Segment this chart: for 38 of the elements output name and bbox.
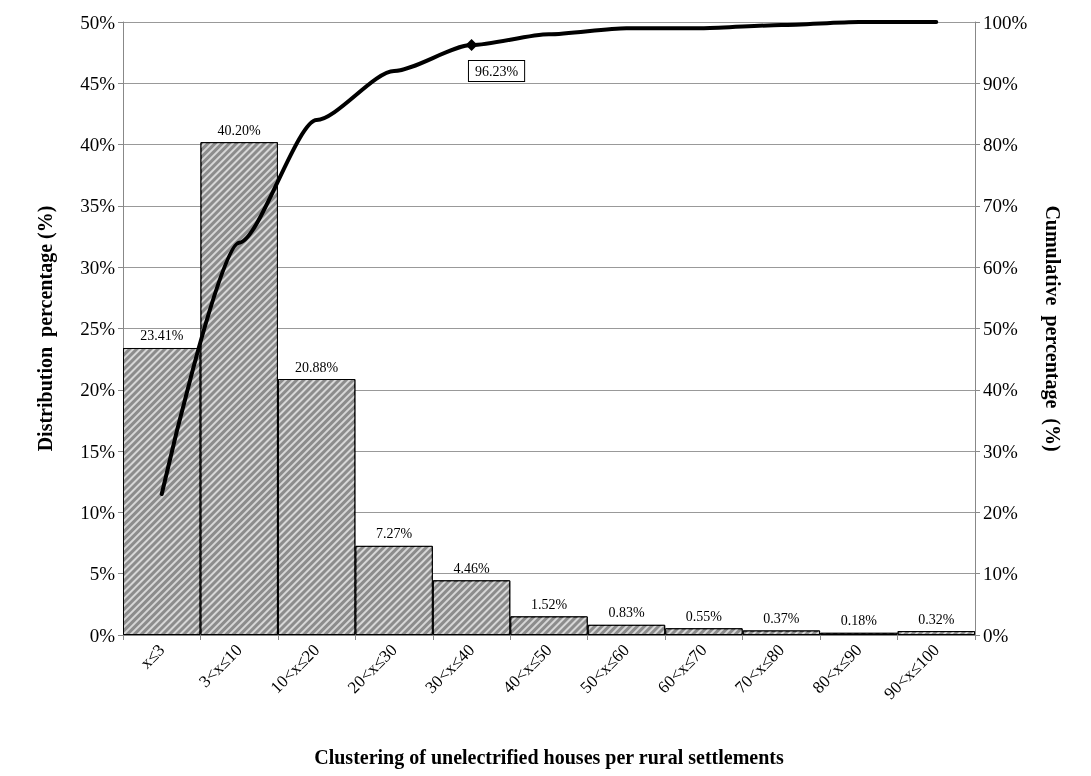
y2-tick-label: 60% — [983, 256, 1018, 278]
y-tick-label: 15% — [80, 440, 116, 462]
data-label: 96.23% — [474, 63, 519, 79]
y2-tick-label: 80% — [983, 134, 1018, 156]
y-tick-label: 5% — [89, 563, 116, 585]
y-tick-label: 35% — [80, 195, 116, 217]
data-label: 7.27% — [376, 526, 413, 542]
data-label: 0.55% — [685, 608, 723, 624]
y2-tick-label: 40% — [983, 379, 1018, 401]
y-tick-label: 20% — [80, 379, 116, 401]
data-label: 0.18% — [840, 613, 878, 629]
data-label: 23.41% — [140, 328, 184, 344]
y2-tick-label: 50% — [983, 318, 1018, 339]
y2-tick-label: 70% — [983, 195, 1018, 217]
data-label: 0.37% — [763, 610, 800, 626]
y2-tick-label: 10% — [983, 563, 1018, 585]
data-label: 0.83% — [608, 605, 645, 621]
y2-tick-label: 30% — [983, 440, 1018, 462]
y-tick-label: 45% — [80, 72, 116, 94]
y-tick-label: 10% — [80, 501, 116, 523]
y-tick-label: 0% — [89, 624, 116, 646]
data-label: 4.46% — [453, 560, 490, 576]
y2-tick-label: 90% — [983, 72, 1018, 94]
y-tick-label: 30% — [80, 256, 116, 278]
y-tick-label: 25% — [80, 318, 116, 339]
data-label: 20.88% — [295, 359, 339, 375]
y-axis-title: Distribution percentage (%) — [34, 205, 57, 452]
y2-tick-label: 0% — [983, 624, 1009, 646]
y2-tick-label: 100% — [983, 11, 1028, 33]
x-axis-title: Clustering of unelectrified houses per rural settlements — [314, 746, 784, 769]
data-label: 0.32% — [918, 611, 955, 627]
data-label: 1.52% — [530, 596, 568, 612]
y2-axis-title: Cumulative percentage (%) — [1041, 205, 1064, 452]
y-tick-label: 40% — [80, 134, 116, 156]
y2-tick-label: 20% — [983, 501, 1018, 523]
data-label: 40.20% — [217, 122, 262, 138]
x-tick-label: x≤3 — [136, 640, 169, 673]
y-tick-label: 50% — [80, 11, 116, 33]
